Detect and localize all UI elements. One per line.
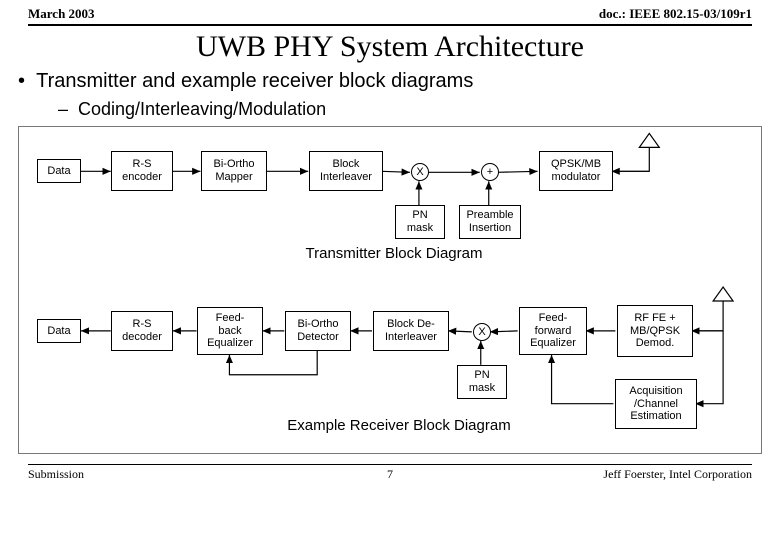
bullet-level-2: – Coding/Interleaving/Modulation [58,99,780,120]
block-rx_demod: RF FE +MB/QPSKDemod. [617,305,693,357]
block-rx_rs: R-Sdecoder [111,311,173,351]
footer-page-number: 7 [387,467,393,482]
bullet-level-1: • Transmitter and example receiver block… [18,70,780,93]
block-tx_pre: PreambleInsertion [459,205,521,239]
block-tx_add: + [481,163,499,181]
block-rx_det: Bi-OrthoDetector [285,311,351,351]
header-date: March 2003 [28,6,95,22]
block-tx_map: Bi-OrthoMapper [201,151,267,191]
diagram-caption-0: Transmitter Block Diagram [279,245,509,262]
diagram-caption-1: Example Receiver Block Diagram [249,417,549,434]
block-rx_fbeq: Feed-backEqualizer [197,307,263,355]
block-tx_pn: PNmask [395,205,445,239]
page-title: UWB PHY System Architecture [0,30,780,64]
block-rx_data: Data [37,319,81,343]
block-tx_int: BlockInterleaver [309,151,383,191]
block-rx_deint: Block De-Interleaver [373,311,449,351]
block-diagram-frame: Data R-Sencoder Bi-OrthoMapper BlockInterle… [18,126,762,454]
block-tx_rs: R-Sencoder [111,151,173,191]
block-tx_mult: X [411,163,429,181]
block-rx_acq: Acquisition/ChannelEstimation [615,379,697,429]
block-tx_mod: QPSK/MBmodulator [539,151,613,191]
block-tx_data: Data [37,159,81,183]
block-rx_ffeq: Feed-forwardEqualizer [519,307,587,355]
block-rx_mult: X [473,323,491,341]
block-rx_pn: PNmask [457,365,507,399]
header-doc-number: doc.: IEEE 802.15-03/109r1 [599,6,752,22]
footer-author: Jeff Foerster, Intel Corporation [603,467,752,482]
header-rule [28,24,752,26]
footer-left: Submission [28,467,84,482]
